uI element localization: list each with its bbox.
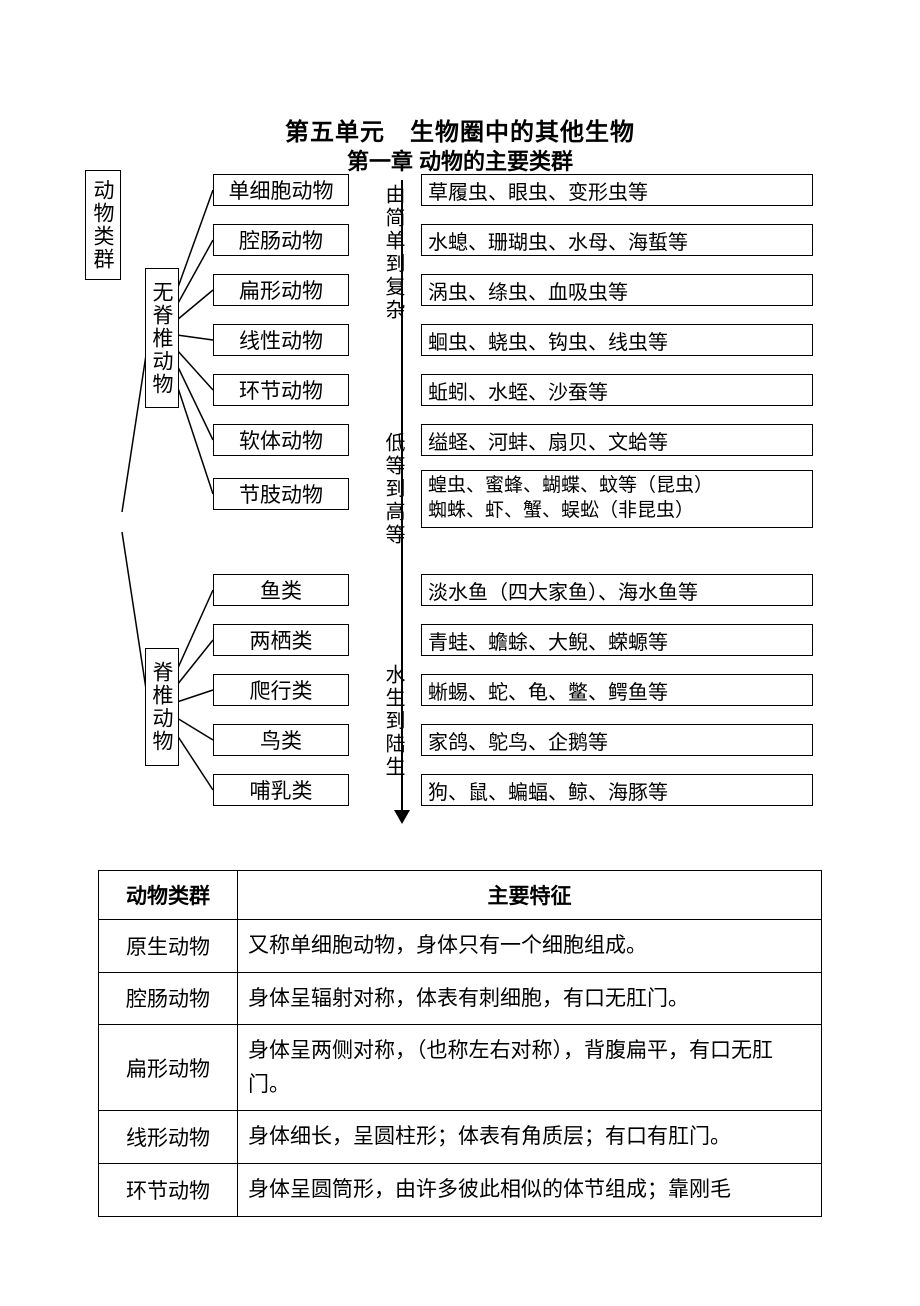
vlabel-water-to-land: 水生到陆生	[379, 664, 408, 779]
cell-name: 环节动物	[99, 1163, 238, 1216]
progression-arrow-head	[394, 810, 410, 824]
characteristics-table-wrap: 动物类群 主要特征 原生动物 又称单细胞动物，身体只有一个细胞组成。 腔肠动物 …	[98, 870, 822, 1217]
arthropod-line2: 蜘蛛、虾、蟹、蜈蚣（非昆虫）	[428, 499, 812, 524]
cell-feature: 身体呈辐射对称，体表有刺细胞，有口无肛门。	[238, 972, 822, 1025]
type-box: 鱼类	[213, 574, 349, 606]
cell-feature: 身体呈圆筒形，由许多彼此相似的体节组成；靠刚毛	[238, 1163, 822, 1216]
example-box: 蛔虫、蛲虫、钩虫、线虫等	[421, 324, 813, 356]
table-row: 腔肠动物 身体呈辐射对称，体表有刺细胞，有口无肛门。	[99, 972, 822, 1025]
type-box: 线性动物	[213, 324, 349, 356]
example-box: 蜥蜴、蛇、龟、鳖、鳄鱼等	[421, 674, 813, 706]
example-box: 水螅、珊瑚虫、水母、海蜇等	[421, 224, 813, 256]
type-box: 两栖类	[213, 624, 349, 656]
type-box: 哺乳类	[213, 774, 349, 806]
type-box: 爬行类	[213, 674, 349, 706]
col-header-group: 动物类群	[99, 871, 238, 920]
classification-diagram: 动物类群 无脊椎动物 脊椎动物 单细胞动物 腔肠动物 扁形动物 线性动物 环节动…	[85, 170, 835, 824]
table-row: 扁形动物 身体呈两侧对称，（也称左右对称），背腹扁平，有口无肛门。	[99, 1025, 822, 1111]
arthropod-line1: 蝗虫、蜜蜂、蝴蝶、蚊等（昆虫）	[428, 474, 812, 499]
root-box: 动物类群	[85, 170, 121, 280]
type-box: 节肢动物	[213, 478, 349, 510]
cell-feature: 又称单细胞动物，身体只有一个细胞组成。	[238, 920, 822, 973]
group-invertebrate: 无脊椎动物	[145, 268, 179, 408]
table-header-row: 动物类群 主要特征	[99, 871, 822, 920]
table-row: 原生动物 又称单细胞动物，身体只有一个细胞组成。	[99, 920, 822, 973]
example-box: 涡虫、绦虫、血吸虫等	[421, 274, 813, 306]
example-box: 狗、鼠、蝙蝠、鲸、海豚等	[421, 774, 813, 806]
unit-title: 第五单元 生物圈中的其他生物	[0, 112, 920, 147]
table-row: 线形动物 身体细长，呈圆柱形；体表有角质层；有口有肛门。	[99, 1111, 822, 1164]
type-box: 环节动物	[213, 374, 349, 406]
type-box: 单细胞动物	[213, 174, 349, 206]
cell-feature: 身体细长，呈圆柱形；体表有角质层；有口有肛门。	[238, 1111, 822, 1164]
example-box-arthropod: 蝗虫、蜜蜂、蝴蝶、蚊等（昆虫） 蜘蛛、虾、蟹、蜈蚣（非昆虫）	[421, 470, 813, 528]
type-box: 软体动物	[213, 424, 349, 456]
example-box: 家鸽、鸵鸟、企鹅等	[421, 724, 813, 756]
example-box: 淡水鱼（四大家鱼）、海水鱼等	[421, 574, 813, 606]
vlabel-simple-to-complex: 由简单到复杂	[379, 184, 408, 322]
page: 第五单元 生物圈中的其他生物 第一章 动物的主要类群	[0, 0, 920, 1306]
cell-name: 扁形动物	[99, 1025, 238, 1111]
type-box: 扁形动物	[213, 274, 349, 306]
vlabel-low-to-high: 低等到高等	[379, 432, 408, 547]
col-header-feature: 主要特征	[238, 871, 822, 920]
group-vertebrate: 脊椎动物	[145, 648, 179, 766]
example-box: 青蛙、蟾蜍、大鲵、蝾螈等	[421, 624, 813, 656]
cell-name: 腔肠动物	[99, 972, 238, 1025]
type-box: 鸟类	[213, 724, 349, 756]
example-box: 缢蛏、河蚌、扇贝、文蛤等	[421, 424, 813, 456]
table-row: 环节动物 身体呈圆筒形，由许多彼此相似的体节组成；靠刚毛	[99, 1163, 822, 1216]
cell-name: 线形动物	[99, 1111, 238, 1164]
cell-name: 原生动物	[99, 920, 238, 973]
cell-feature: 身体呈两侧对称，（也称左右对称），背腹扁平，有口无肛门。	[238, 1025, 822, 1111]
example-box: 草履虫、眼虫、变形虫等	[421, 174, 813, 206]
characteristics-table: 动物类群 主要特征 原生动物 又称单细胞动物，身体只有一个细胞组成。 腔肠动物 …	[98, 870, 822, 1217]
type-box: 腔肠动物	[213, 224, 349, 256]
example-box: 蚯蚓、水蛭、沙蚕等	[421, 374, 813, 406]
